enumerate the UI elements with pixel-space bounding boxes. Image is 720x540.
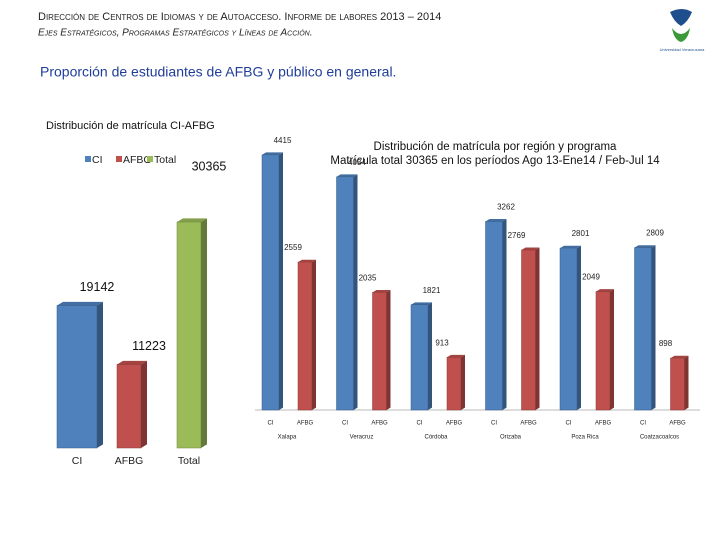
- bar-side: [651, 245, 656, 410]
- bar: [56, 305, 98, 449]
- data-label: 1821: [423, 286, 441, 295]
- bar-side: [428, 302, 432, 410]
- bar-side: [610, 289, 614, 410]
- x-sub-label: CI: [566, 421, 572, 427]
- chart2-subtitle: Matrícula total 30365 en los períodos Ag…: [330, 155, 660, 167]
- x-tick-label: Total: [178, 455, 200, 467]
- bar: [372, 292, 387, 411]
- legend-swatch: [85, 156, 91, 162]
- legend-label: AFBG: [123, 154, 152, 166]
- bar: [485, 221, 503, 411]
- bar-top: [57, 301, 103, 306]
- data-label: 4415: [274, 136, 292, 145]
- data-label: 913: [435, 338, 449, 347]
- bar-top: [336, 174, 358, 177]
- data-label: 11223: [132, 339, 166, 353]
- bar: [410, 304, 429, 411]
- bar: [446, 356, 462, 411]
- bar-top: [596, 289, 614, 292]
- header-line1: Dirección de Centros de Idiomas y de Aut…: [38, 11, 441, 23]
- bar-side: [502, 219, 507, 410]
- x-sub-label: AFBG: [669, 421, 686, 427]
- bar-side: [141, 360, 147, 448]
- x-sub-label: CI: [491, 421, 497, 427]
- bar: [176, 221, 202, 449]
- bar-side: [461, 354, 465, 410]
- x-sub-label: CI: [342, 421, 348, 427]
- bar-side: [386, 289, 391, 410]
- bar-side: [312, 259, 316, 410]
- bar: [521, 249, 536, 411]
- bar-side: [201, 218, 207, 448]
- bar: [116, 364, 142, 449]
- bar-side: [535, 247, 540, 410]
- bar-top: [262, 152, 283, 155]
- data-label: 898: [659, 339, 673, 348]
- bar-top: [485, 219, 507, 222]
- logo-text: Universidad Veracruzana: [660, 47, 705, 52]
- legend-label: Total: [154, 154, 176, 166]
- x-tick-label: Poza Rica: [571, 435, 599, 441]
- x-tick-label: Xalapa: [278, 435, 297, 441]
- chart1-title: Distribución de matrícula CI-AFBG: [46, 120, 215, 132]
- bar-top: [634, 245, 656, 248]
- legend-swatch: [116, 156, 122, 162]
- x-sub-label: CI: [268, 421, 274, 427]
- bar-side: [97, 301, 103, 448]
- bar-side: [279, 152, 283, 410]
- bar-top: [177, 218, 207, 222]
- bar: [634, 247, 652, 411]
- x-tick-label: Córdoba: [424, 435, 448, 441]
- data-label: 30365: [192, 159, 227, 173]
- bar-top: [117, 360, 147, 365]
- bar-top: [560, 245, 581, 249]
- data-label: 2049: [582, 273, 600, 282]
- bar: [559, 247, 578, 411]
- bar-top: [521, 247, 540, 250]
- x-sub-label: AFBG: [371, 421, 388, 427]
- chart2-title: Distribución de matrícula por región y p…: [374, 141, 617, 153]
- subtitle: Proporción de estudiantes de AFBG y públ…: [40, 64, 396, 80]
- bar: [297, 261, 313, 411]
- bar: [261, 154, 280, 411]
- bar-top: [298, 259, 316, 263]
- x-tick-label: Coatzacoalcos: [640, 435, 679, 441]
- legend-label: CI: [92, 154, 103, 166]
- data-label: 4034: [348, 158, 366, 167]
- x-sub-label: CI: [640, 421, 646, 427]
- bar: [595, 291, 611, 411]
- x-sub-label: AFBG: [520, 421, 537, 427]
- x-sub-label: AFBG: [297, 421, 314, 427]
- data-label: 2801: [572, 229, 590, 238]
- data-label: 2035: [359, 273, 377, 282]
- x-tick-label: Orizaba: [500, 435, 522, 441]
- data-label: 19142: [80, 280, 115, 294]
- x-tick-label: Veracruz: [350, 435, 374, 441]
- bar: [670, 357, 685, 411]
- x-sub-label: CI: [417, 421, 423, 427]
- x-tick-label: CI: [72, 455, 83, 467]
- bar-top: [372, 289, 391, 293]
- bar-side: [577, 245, 581, 410]
- data-label: 2769: [508, 231, 526, 240]
- x-sub-label: AFBG: [595, 421, 612, 427]
- bar-top: [670, 355, 689, 359]
- data-label: 2559: [284, 243, 302, 252]
- bar: [336, 176, 354, 411]
- bar-top: [447, 354, 465, 358]
- data-label: 3262: [497, 203, 515, 212]
- header-line2: Ejes Estratégicos, Programas Estratégico…: [38, 28, 312, 39]
- bar-side: [684, 355, 689, 410]
- x-tick-label: AFBG: [115, 455, 144, 467]
- x-sub-label: AFBG: [446, 421, 463, 427]
- bar-side: [353, 174, 358, 410]
- data-label: 2809: [646, 229, 664, 238]
- legend-swatch: [147, 156, 153, 162]
- bar-top: [411, 302, 432, 305]
- logo: [670, 9, 692, 42]
